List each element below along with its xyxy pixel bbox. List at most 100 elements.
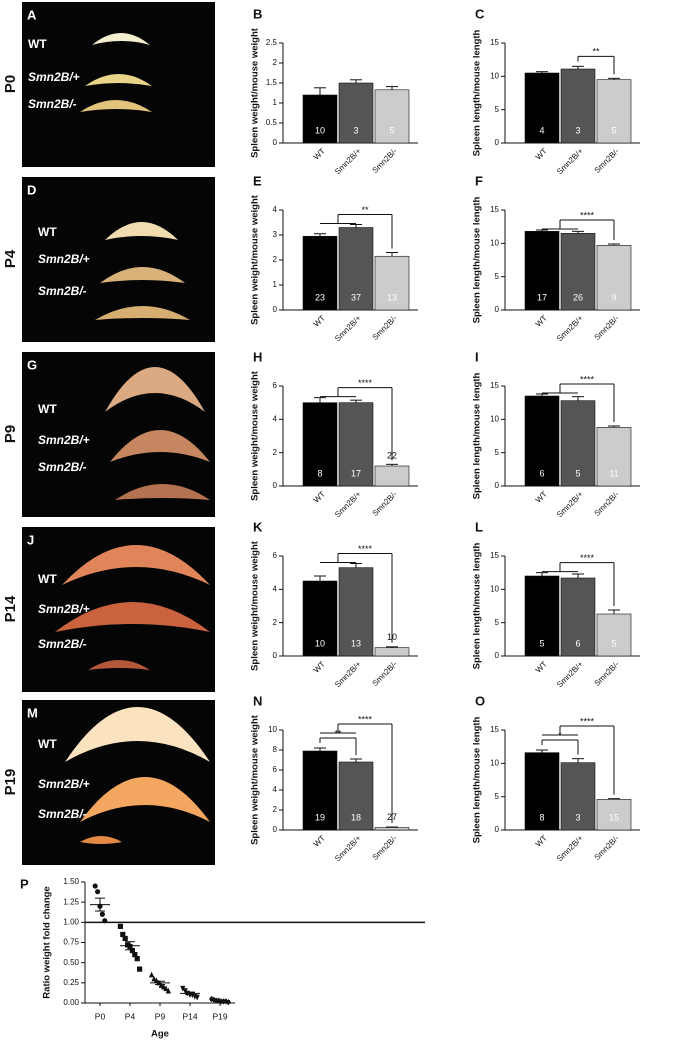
panel-letter: A (27, 7, 37, 22)
x-tick-label: Smn2B/+ (555, 833, 585, 863)
spleen (115, 484, 210, 500)
data-point (129, 947, 135, 954)
y-axis-label: Spleen length/mouse length (472, 196, 483, 323)
x-tick-label: P0 (95, 1011, 106, 1021)
panel-letter: H (253, 349, 262, 364)
x-tick-label: WT (534, 146, 549, 161)
bar (524, 752, 560, 831)
y-tick-label: 2 (273, 448, 278, 457)
y-tick-label: 2 (273, 805, 278, 814)
age-label: P19 (2, 769, 19, 796)
y-axis-label: Spleen weight/mouse weight (250, 370, 261, 501)
spleen (62, 545, 210, 585)
y-tick-label: 1.25 (63, 897, 79, 906)
y-tick-label: 6 (273, 765, 278, 774)
count-label: 4 (539, 125, 544, 135)
count-label: 6 (539, 468, 544, 478)
x-tick-label: Smn2B/- (371, 146, 400, 175)
count-label: 5 (539, 638, 544, 648)
x-tick-label: P19 (212, 1011, 227, 1021)
significance-label: **** (580, 374, 595, 384)
panel-letter: B (253, 6, 262, 21)
y-tick-label: 0 (495, 651, 500, 660)
data-point (194, 994, 200, 1001)
significance-label: ** (361, 205, 369, 215)
y-tick-label: 0 (495, 305, 500, 314)
x-tick-label: Smn2B/+ (555, 146, 585, 176)
y-tick-label: 10 (490, 758, 499, 767)
spleen (92, 33, 150, 45)
x-tick-label: Smn2B/- (371, 313, 400, 342)
x-tick-label: Smn2B/- (371, 659, 400, 688)
genotype-label: WT (38, 225, 57, 239)
genotype-label: Smn2B/- (38, 460, 87, 474)
age-label: P9 (2, 425, 19, 443)
spleen (88, 660, 150, 670)
bar (302, 580, 338, 657)
data-point (122, 935, 128, 942)
y-axis-label: Ratio weight fold change (42, 886, 53, 998)
y-tick-label: 6 (273, 381, 278, 390)
panel-letter: P (20, 876, 29, 891)
count-label: 15 (609, 812, 619, 822)
y-tick-label: 4 (273, 205, 278, 214)
y-tick-label: 4 (273, 584, 278, 593)
significance-label: **** (580, 716, 595, 726)
x-tick-label: Smn2B/- (593, 489, 622, 518)
count-label: 26 (573, 292, 583, 302)
genotype-label: WT (28, 37, 47, 51)
x-tick-label: WT (534, 659, 549, 674)
x-tick-label: WT (312, 833, 327, 848)
panel-letter: J (27, 532, 34, 547)
count-label: 3 (575, 812, 580, 822)
y-tick-label: 4 (273, 414, 278, 423)
x-tick-label: WT (534, 313, 549, 328)
data-point (225, 999, 231, 1006)
panel-letter: L (475, 519, 483, 534)
bar (596, 245, 632, 311)
data-point (165, 987, 171, 994)
count-label: 23 (315, 292, 325, 302)
y-tick-label: 5 (495, 618, 500, 627)
x-tick-label: Smn2B/+ (555, 489, 585, 519)
data-point (211, 996, 217, 1003)
genotype-label: Smn2B/- (38, 637, 87, 651)
bar (338, 402, 374, 487)
y-tick-label: 4 (273, 785, 278, 794)
bar (596, 79, 632, 144)
bar (302, 235, 338, 311)
count-label: 9 (611, 292, 616, 302)
y-tick-label: 10 (490, 238, 499, 247)
panel-letter: O (475, 693, 485, 708)
count-label: 13 (351, 638, 361, 648)
y-axis-label: Spleen weight/mouse weight (250, 714, 261, 845)
x-tick-label: P9 (155, 1011, 166, 1021)
genotype-label: Smn2B/+ (28, 70, 80, 84)
y-tick-label: 0.75 (63, 938, 79, 947)
spleen (80, 836, 122, 844)
x-tick-label: Smn2B/- (593, 833, 622, 862)
y-tick-label: 5 (495, 272, 500, 281)
bar (560, 577, 596, 657)
y-tick-label: 0 (495, 138, 500, 147)
bar (338, 227, 374, 311)
bar (302, 402, 338, 487)
data-point (92, 883, 98, 889)
y-tick-label: 3 (273, 230, 278, 239)
genotype-label: WT (38, 572, 57, 586)
bar (560, 400, 596, 487)
panel-letter: M (27, 705, 38, 720)
count-label: 10 (315, 125, 325, 135)
data-point (134, 956, 140, 962)
genotype-label: Smn2B/- (28, 97, 77, 111)
y-tick-label: 0.50 (63, 958, 79, 967)
bar (596, 613, 632, 657)
bar (524, 72, 560, 144)
y-axis-label: Spleen length/mouse length (472, 29, 483, 156)
y-tick-label: 0 (273, 825, 278, 834)
y-axis-label: Spleen weight/mouse weight (250, 540, 261, 671)
bar (560, 233, 596, 311)
y-tick-label: 5 (495, 105, 500, 114)
significance-label: **** (358, 544, 373, 554)
y-tick-label: 0 (273, 138, 278, 147)
